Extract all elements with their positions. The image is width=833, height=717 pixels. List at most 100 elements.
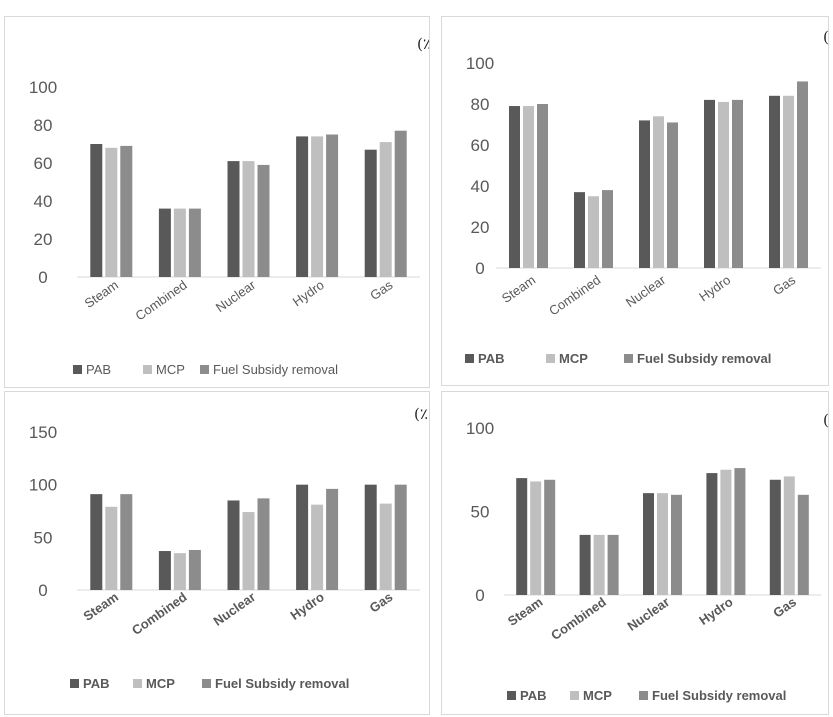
- category-label: Steam: [505, 594, 546, 629]
- bar-fuel-subsidy-removal-nuclear: [257, 498, 270, 590]
- bar-fuel-subsidy-removal-steam: [537, 104, 548, 268]
- bar-pab-combined: [158, 551, 171, 590]
- category-label: Nuclear: [625, 594, 673, 634]
- legend-swatch: [546, 354, 555, 363]
- bar-mcp-hydro: [311, 136, 324, 277]
- category-label: Hydro: [696, 272, 733, 304]
- chart-panel-h16: د- عامل ظرفیت بار در ساعت H16 (٪) 0 50 100 1…: [4, 391, 430, 715]
- legend-item-pab: PAB: [73, 362, 111, 377]
- y-tick-label: 50: [34, 528, 53, 547]
- legend-swatch: [70, 679, 79, 688]
- bar-mcp-gas: [379, 142, 392, 277]
- bar-mcp-gas: [783, 95, 794, 268]
- bar-mcp-steam: [530, 481, 542, 595]
- legend-swatch: [200, 365, 209, 374]
- chart-title: الف- عامل ظرفیت در ساعت بار H2 (٪): [823, 28, 828, 46]
- legend-swatch: [465, 354, 474, 363]
- y-tick-label: 50: [471, 503, 490, 522]
- legend-label: Fuel Subsidy removal: [213, 362, 338, 377]
- chart-svg: ب- عامل ظرفیت در ساعت بار H7 (٪) 0 20 40 60 8…: [29, 35, 429, 377]
- bar-mcp-steam: [523, 106, 534, 268]
- category-label: Hydro: [290, 277, 327, 309]
- bar-pab-hydro: [706, 473, 718, 595]
- bar-mcp-combined: [588, 196, 599, 268]
- chart-title: د- عامل ظرفیت بار در ساعت H16 (٪): [414, 405, 429, 423]
- legend-label: MCP: [146, 676, 175, 691]
- chart-title: ج- عامل ظرفیت در ساعت بار H11 (٪): [823, 411, 828, 429]
- bar-pab-hydro: [296, 484, 309, 590]
- bar-fuel-subsidy-removal-hydro: [326, 134, 339, 277]
- bar-pab-gas: [364, 149, 377, 277]
- bar-mcp-nuclear: [242, 512, 255, 590]
- y-tick-label: 20: [34, 230, 53, 249]
- bar-pab-steam: [90, 494, 103, 590]
- category-label: Gas: [770, 594, 799, 620]
- legend-swatch: [73, 365, 82, 374]
- bar-fuel-subsidy-removal-hydro: [732, 99, 743, 269]
- category-label: Nuclear: [213, 277, 259, 315]
- legend-label: MCP: [559, 351, 588, 366]
- bar-mcp-hydro: [311, 504, 324, 590]
- legend-swatch: [639, 691, 648, 700]
- bar-pab-steam: [516, 478, 528, 595]
- y-tick-label: 60: [471, 136, 490, 155]
- legend-item-pab: PAB: [465, 351, 504, 366]
- bar-pab-nuclear: [227, 500, 240, 590]
- category-label: Combined: [546, 272, 603, 318]
- legend-item-mcp: MCP: [570, 688, 612, 703]
- legend-item-pab: PAB: [507, 688, 546, 703]
- y-tick-label: 100: [29, 476, 57, 495]
- legend-label: PAB: [478, 351, 504, 366]
- bar-fuel-subsidy-removal-gas: [797, 81, 808, 268]
- legend-label: PAB: [83, 676, 109, 691]
- legend-label: MCP: [156, 362, 185, 377]
- bar-fuel-subsidy-removal-nuclear: [667, 122, 678, 268]
- bar-mcp-combined: [173, 208, 186, 277]
- y-tick-label: 0: [475, 586, 484, 605]
- legend-item-pab: PAB: [70, 676, 109, 691]
- y-tick-label: 40: [34, 192, 53, 211]
- legend-label: PAB: [520, 688, 546, 703]
- legend-label: Fuel Subsidy removal: [637, 351, 771, 366]
- category-label: Hydro: [696, 594, 735, 628]
- category-label: Steam: [499, 272, 538, 306]
- legend-item-mcp: MCP: [546, 351, 588, 366]
- bar-pab-gas: [769, 95, 780, 268]
- bar-pab-combined: [579, 534, 591, 595]
- bar-pab-hydro: [296, 136, 309, 277]
- bar-pab-gas: [364, 484, 377, 590]
- bar-pab-combined: [574, 192, 585, 268]
- legend-item-fuel-subsidy-removal: Fuel Subsidy removal: [202, 676, 349, 691]
- category-label: Combined: [132, 277, 189, 323]
- legend-swatch: [133, 679, 142, 688]
- bar-mcp-nuclear: [653, 116, 664, 268]
- bar-fuel-subsidy-removal-hydro: [326, 488, 339, 590]
- bar-fuel-subsidy-removal-combined: [602, 190, 613, 268]
- bar-mcp-nuclear: [657, 493, 668, 595]
- bar-pab-gas: [769, 479, 781, 595]
- category-label: Nuclear: [623, 272, 669, 310]
- y-tick-label: 0: [38, 581, 47, 600]
- bar-pab-nuclear: [227, 161, 240, 277]
- legend-swatch: [202, 679, 211, 688]
- chart-title: ب- عامل ظرفیت در ساعت بار H7 (٪): [417, 35, 429, 53]
- bar-mcp-steam: [105, 147, 118, 277]
- category-label: Gas: [367, 589, 396, 615]
- bar-mcp-gas: [783, 476, 795, 595]
- bar-mcp-combined: [593, 534, 605, 595]
- legend-item-mcp: MCP: [143, 362, 185, 377]
- chart-panel-h7: ب- عامل ظرفیت در ساعت بار H7 (٪) 0 20 40 60 8…: [4, 16, 430, 388]
- bar-mcp-gas: [379, 503, 392, 590]
- legend-label: PAB: [86, 362, 111, 377]
- bar-fuel-subsidy-removal-steam: [120, 145, 133, 277]
- bar-pab-combined: [158, 208, 171, 277]
- category-label: Combined: [129, 589, 190, 638]
- category-label: Steam: [80, 589, 121, 624]
- bar-fuel-subsidy-removal-steam: [544, 479, 556, 595]
- category-label: Combined: [548, 594, 609, 643]
- legend-item-fuel-subsidy-removal: Fuel Subsidy removal: [624, 351, 771, 366]
- category-label: Gas: [770, 272, 799, 298]
- bar-pab-hydro: [704, 99, 715, 269]
- y-tick-label: 0: [475, 259, 484, 278]
- y-tick-label: 20: [471, 218, 490, 237]
